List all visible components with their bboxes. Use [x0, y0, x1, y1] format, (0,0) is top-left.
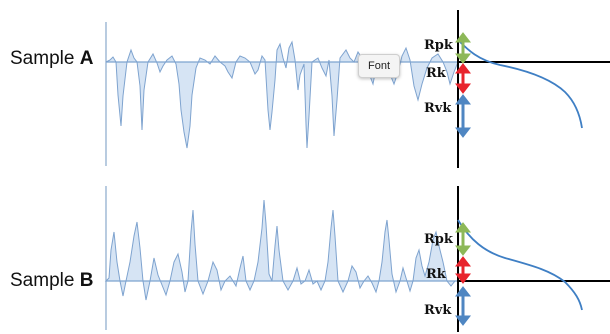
profile-b-trace	[104, 199, 458, 301]
rk-arrow-b	[454, 256, 472, 284]
arrows-a	[454, 32, 472, 138]
rpk-label-b: Rpk	[424, 232, 453, 247]
sample-a-letter: A	[79, 48, 94, 69]
rvk-label-b: Rvk	[424, 303, 452, 318]
font-tooltip-text: Font	[367, 60, 390, 72]
sample-a-label: Sample A	[10, 48, 93, 70]
rk-label-b: Rk	[426, 267, 446, 282]
arrows-b	[454, 222, 472, 326]
abbott-panel-b	[457, 186, 610, 332]
profile-a	[105, 22, 459, 166]
sample-b-label: Sample B	[10, 270, 93, 292]
sample-a-prefix: Sample	[10, 48, 80, 69]
panel-b-bearing-curve	[457, 219, 583, 311]
sample-b-prefix: Sample	[10, 270, 80, 291]
rpk-label-a: Rpk	[424, 38, 453, 53]
font-tooltip: Font	[358, 54, 400, 78]
rpk-arrow-a	[454, 32, 472, 64]
rpk-arrow-b	[454, 222, 472, 256]
rvk-label-a: Rvk	[424, 101, 452, 116]
rk-arrow-a	[454, 63, 472, 94]
rvk-arrow-b	[454, 286, 472, 326]
rk-label-a: Rk	[426, 66, 446, 81]
sample-b-letter: B	[79, 270, 94, 291]
abbott-panel-a	[457, 10, 610, 168]
profile-b	[104, 186, 458, 330]
panel-a-bearing-curve	[457, 39, 583, 129]
rvk-arrow-a	[454, 94, 472, 138]
profile-a-trace	[105, 40, 459, 149]
